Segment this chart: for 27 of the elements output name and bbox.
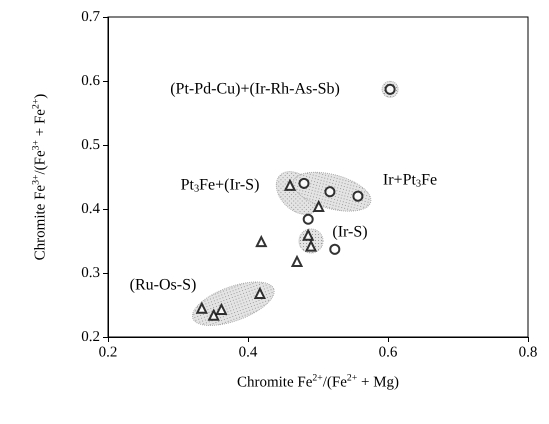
annotation: (Ir-S) [332, 224, 368, 240]
y-tick-label: 0.7 [81, 9, 100, 25]
point [216, 304, 227, 315]
point [292, 256, 302, 267]
point [256, 236, 267, 248]
y-axis-title: Chromite Fe3+/(Fe3+ + Fe2+) [30, 94, 48, 260]
point [284, 180, 296, 191]
y-tick-label: 0.4 [81, 201, 100, 217]
point [352, 190, 364, 202]
point [313, 200, 324, 212]
point [208, 310, 220, 321]
y-tick-label: 0.2 [81, 329, 100, 345]
point [324, 186, 336, 198]
point [298, 178, 310, 189]
annotation: (Pt-Pd-Cu)+(Ir-Rh-As-Sb) [170, 80, 340, 98]
point [329, 244, 340, 255]
x-tick-label: 0.2 [98, 344, 118, 360]
x-tick-label: 0.8 [518, 344, 538, 360]
point [302, 214, 314, 225]
y-tick-label: 0.3 [81, 265, 100, 281]
x-tick-label: 0.4 [238, 344, 258, 360]
point [254, 288, 266, 299]
y-tick-label: 0.6 [81, 73, 100, 89]
point [196, 302, 208, 314]
x-tick-label: 0.6 [378, 344, 398, 360]
y-tick-label: 0.5 [81, 137, 100, 153]
annotation: (Ru-Os-S) [130, 276, 196, 294]
